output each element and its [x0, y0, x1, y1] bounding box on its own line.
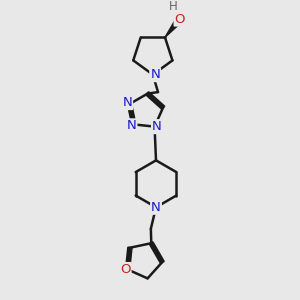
Text: O: O [120, 263, 130, 276]
Text: N: N [127, 119, 136, 132]
Text: O: O [175, 13, 185, 26]
Text: N: N [152, 120, 162, 133]
Text: N: N [151, 201, 161, 214]
Text: H: H [169, 0, 178, 13]
Text: N: N [150, 68, 160, 81]
Polygon shape [165, 21, 179, 38]
Text: N: N [122, 96, 132, 109]
